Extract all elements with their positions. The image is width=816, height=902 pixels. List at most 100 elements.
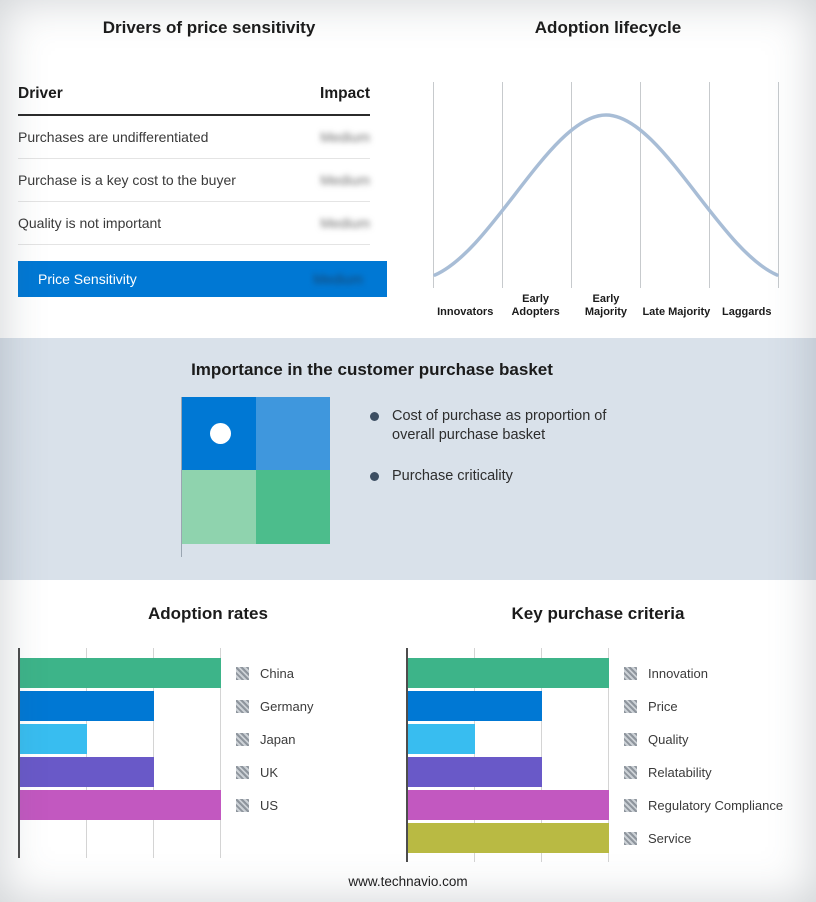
legend-label: Price xyxy=(648,699,678,714)
driver-row: Quality is not important Medium xyxy=(18,202,370,245)
legend-label: Innovation xyxy=(648,666,708,681)
legend-swatch-icon xyxy=(236,799,249,812)
legend-label: Japan xyxy=(260,732,296,747)
bottom-section: Adoption rates China Germany Japan UK US Key… xyxy=(0,580,816,889)
stage-label: Early Majority xyxy=(584,293,628,318)
column-header-impact: Impact xyxy=(320,85,370,102)
driver-label: Purchase is a key cost to the buyer xyxy=(18,172,236,188)
drivers-table-header: Driver Impact xyxy=(18,85,370,116)
bar-germany xyxy=(20,691,154,721)
impact-value: Medium xyxy=(320,129,370,145)
legend-swatch-icon xyxy=(236,700,249,713)
driver-row: Purchases are undifferentiated Medium xyxy=(18,116,370,159)
legend-item: Japan xyxy=(236,723,313,756)
gridline xyxy=(153,648,154,858)
bullet-icon xyxy=(370,412,379,421)
bullet-icon xyxy=(370,472,379,481)
legend-label: Quality xyxy=(648,732,689,747)
legend-swatch-icon xyxy=(236,733,249,746)
quadrant-axis xyxy=(181,397,330,557)
impact-value: Medium xyxy=(320,215,370,231)
legend-label: China xyxy=(260,666,294,681)
bar-price xyxy=(408,691,542,721)
impact-value: Medium xyxy=(320,172,370,188)
price-sensitivity-impact-value: Medium xyxy=(313,271,363,287)
legend-item: US xyxy=(236,789,313,822)
key-purchase-criteria-legend: Innovation Price Quality Relatability Regula… xyxy=(624,648,783,862)
top-section: Drivers of price sensitivity Driver Impa… xyxy=(0,0,816,338)
legend-item: China xyxy=(236,657,313,690)
legend-item: UK xyxy=(236,756,313,789)
legend-item: Service xyxy=(624,822,783,855)
legend-swatch-icon xyxy=(624,700,637,713)
quadrant-top-left xyxy=(182,397,256,470)
adoption-rates-plot xyxy=(18,648,221,858)
lifecycle-stage-labels: Innovators Early Adopters Early Majority La… xyxy=(430,291,782,319)
price-sensitivity-bar: Price Sensitivity Medium xyxy=(18,261,387,297)
legend-item: Price xyxy=(624,690,783,723)
legend-item: Innovation xyxy=(624,657,783,690)
stage-label: Early Adopters xyxy=(511,293,560,318)
driver-label: Purchases are undifferentiated xyxy=(18,129,209,145)
legend-label: Relatability xyxy=(648,765,712,780)
drivers-rows: Purchases are undifferentiated Medium Purc… xyxy=(18,116,370,245)
bar-relatability xyxy=(408,757,542,787)
quadrant-dot-icon xyxy=(210,423,231,444)
bullet-text: Cost of purchase as proportion of overal… xyxy=(392,408,607,443)
bell-curve-line xyxy=(433,113,779,277)
legend-swatch-icon xyxy=(624,733,637,746)
quadrant-bottom-right xyxy=(256,470,330,544)
legend-label: Service xyxy=(648,831,692,846)
basket-section: Importance in the customer purchase bask… xyxy=(0,338,816,580)
quadrant-top-right xyxy=(256,397,330,470)
drivers-panel: Drivers of price sensitivity Driver Impa… xyxy=(0,0,400,338)
legend-swatch-icon xyxy=(236,766,249,779)
gridline xyxy=(220,648,221,858)
basket-bullet: Purchase criticality xyxy=(370,467,642,486)
lifecycle-panel: Adoption lifecycle Innovators Early Adopt… xyxy=(400,0,816,338)
bar-japan xyxy=(20,724,87,754)
key-purchase-criteria-title: Key purchase criteria xyxy=(511,604,685,623)
gridline xyxy=(473,648,475,862)
bell-curve-plot xyxy=(433,82,779,288)
legend-swatch-icon xyxy=(624,667,637,680)
adoption-rates-chart: Adoption rates China Germany Japan UK US xyxy=(18,604,398,862)
key-purchase-criteria-chart: Key purchase criteria Innovation Price Qua… xyxy=(406,604,790,862)
legend-swatch-icon xyxy=(624,799,637,812)
basket-bullet-list: Cost of purchase as proportion of overal… xyxy=(370,397,642,557)
legend-item: Relatability xyxy=(624,756,783,789)
stage-label: Laggards xyxy=(722,306,772,318)
legend-item: Regulatory Compliance xyxy=(624,789,783,822)
key-purchase-criteria-plot xyxy=(406,648,609,862)
lifecycle-title: Adoption lifecycle xyxy=(534,18,682,37)
legend-swatch-icon xyxy=(624,832,637,845)
bar-innovation xyxy=(408,658,609,688)
adoption-rates-title: Adoption rates xyxy=(148,604,268,623)
legend-label: Germany xyxy=(260,699,314,714)
stage-label: Late Majority xyxy=(642,306,711,318)
quadrant-graphic xyxy=(182,397,330,544)
lifecycle-chart xyxy=(432,82,780,288)
legend-item: Germany xyxy=(236,690,313,723)
legend-swatch-icon xyxy=(624,766,637,779)
adoption-rates-legend: China Germany Japan UK US xyxy=(236,648,313,858)
quadrant-bottom-left xyxy=(182,470,256,544)
drivers-table: Driver Impact Purchases are undifferenti… xyxy=(18,85,370,245)
stage-label: Innovators xyxy=(437,306,494,318)
legend-label: Regulatory Compliance xyxy=(648,798,784,813)
bar-us xyxy=(20,790,221,820)
legend-swatch-icon xyxy=(236,667,249,680)
legend-label: US xyxy=(260,798,279,813)
gridline xyxy=(541,648,542,862)
bar-uk xyxy=(20,757,154,787)
legend-item: Quality xyxy=(624,723,783,756)
price-sensitivity-label: Price Sensitivity xyxy=(38,271,137,287)
basket-content: Cost of purchase as proportion of overal… xyxy=(181,397,816,557)
bullet-text: Purchase criticality xyxy=(392,468,513,484)
basket-bullet: Cost of purchase as proportion of overal… xyxy=(370,407,642,445)
gridline xyxy=(608,648,609,862)
bar-regulatory-compliance xyxy=(408,790,609,820)
bar-china xyxy=(20,658,221,688)
bar-quality xyxy=(408,724,475,754)
